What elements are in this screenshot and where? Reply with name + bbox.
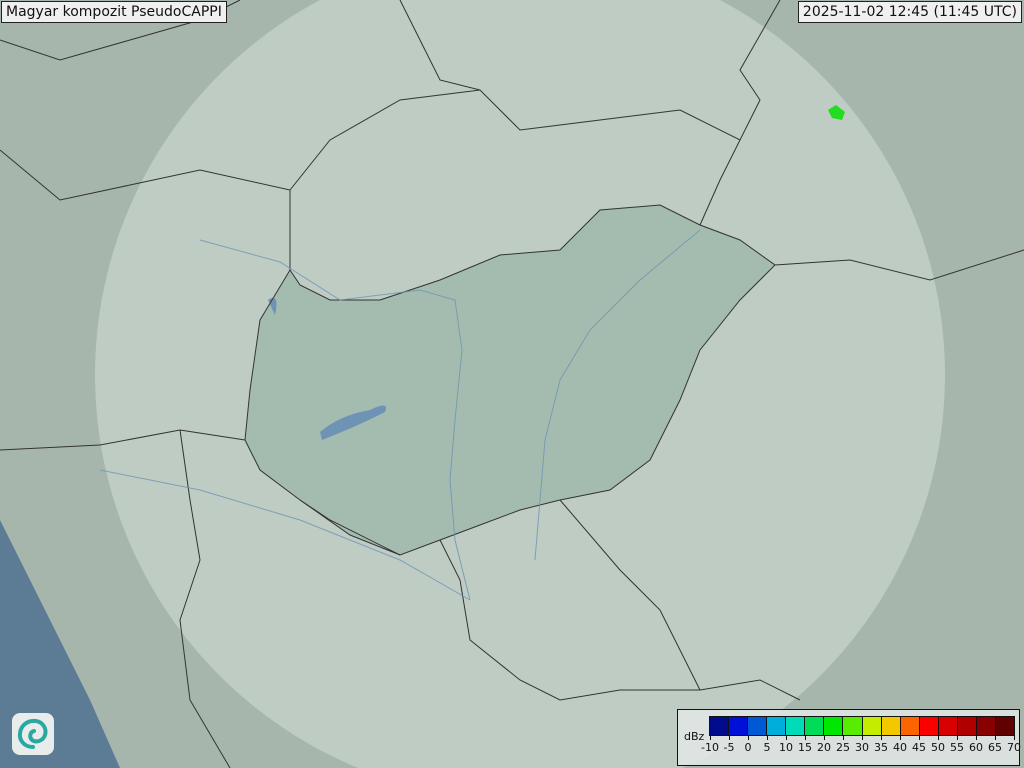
hungary-region	[245, 205, 775, 555]
legend-tick	[767, 735, 768, 740]
color-swatch	[862, 717, 882, 735]
legend-tick	[1014, 735, 1015, 740]
legend-unit: dBz	[684, 730, 705, 743]
adriatic-sea	[0, 520, 120, 768]
timestamp: 2025-11-02 12:45 (11:45 UTC)	[797, 1, 1022, 23]
color-scale	[709, 716, 1015, 736]
swirl-logo-icon	[12, 713, 54, 755]
legend-tick	[938, 735, 939, 740]
legend-tick-label: 5	[763, 741, 771, 754]
legend-tick-label: 65	[988, 741, 1002, 754]
color-swatch	[957, 717, 977, 735]
color-swatch	[976, 717, 996, 735]
color-swatch	[995, 717, 1014, 735]
legend-tick-label: 55	[950, 741, 964, 754]
color-swatch	[748, 717, 768, 735]
color-swatch	[767, 717, 787, 735]
legend-tick-label: -10	[701, 741, 719, 754]
legend-tick	[881, 735, 882, 740]
radar-echo	[828, 105, 845, 120]
legend-tick	[710, 735, 711, 740]
color-swatch	[729, 717, 749, 735]
dbz-legend: dBz -10 -5 0 5 10 15 20 25 30 35 40 45 50 55 60 65 70	[677, 709, 1021, 766]
legend-tick	[786, 735, 787, 740]
legend-tick	[824, 735, 825, 740]
legend-tick-label: 15	[798, 741, 812, 754]
legend-tick	[976, 735, 977, 740]
legend-tick	[957, 735, 958, 740]
color-swatch	[824, 717, 844, 735]
legend-tick	[843, 735, 844, 740]
legend-tick-label: 20	[817, 741, 831, 754]
color-swatch	[881, 717, 901, 735]
legend-tick-label: 50	[931, 741, 945, 754]
color-swatch	[919, 717, 939, 735]
legend-tick-label: -5	[723, 741, 735, 754]
color-swatch	[805, 717, 825, 735]
color-swatch	[843, 717, 863, 735]
legend-tick	[729, 735, 730, 740]
legend-tick	[919, 735, 920, 740]
legend-tick-label: 70	[1007, 741, 1021, 754]
legend-tick	[805, 735, 806, 740]
legend-tick	[862, 735, 863, 740]
legend-tick	[900, 735, 901, 740]
legend-tick-label: 35	[874, 741, 888, 754]
legend-tick-label: 0	[744, 741, 752, 754]
legend-tick-label: 40	[893, 741, 907, 754]
color-swatch	[900, 717, 920, 735]
product-title: Magyar kompozit PseudoCAPPI	[1, 1, 227, 23]
rivers	[99, 229, 701, 601]
color-swatch	[710, 717, 730, 735]
lake-balaton	[320, 405, 386, 440]
legend-tick-label: 10	[779, 741, 793, 754]
color-swatch	[938, 717, 958, 735]
legend-tick-label: 45	[912, 741, 926, 754]
legend-tick-label: 30	[855, 741, 869, 754]
legend-tick-label: 60	[969, 741, 983, 754]
legend-tick-label: 25	[836, 741, 850, 754]
legend-tick	[748, 735, 749, 740]
legend-tick	[995, 735, 996, 740]
color-swatch	[786, 717, 806, 735]
